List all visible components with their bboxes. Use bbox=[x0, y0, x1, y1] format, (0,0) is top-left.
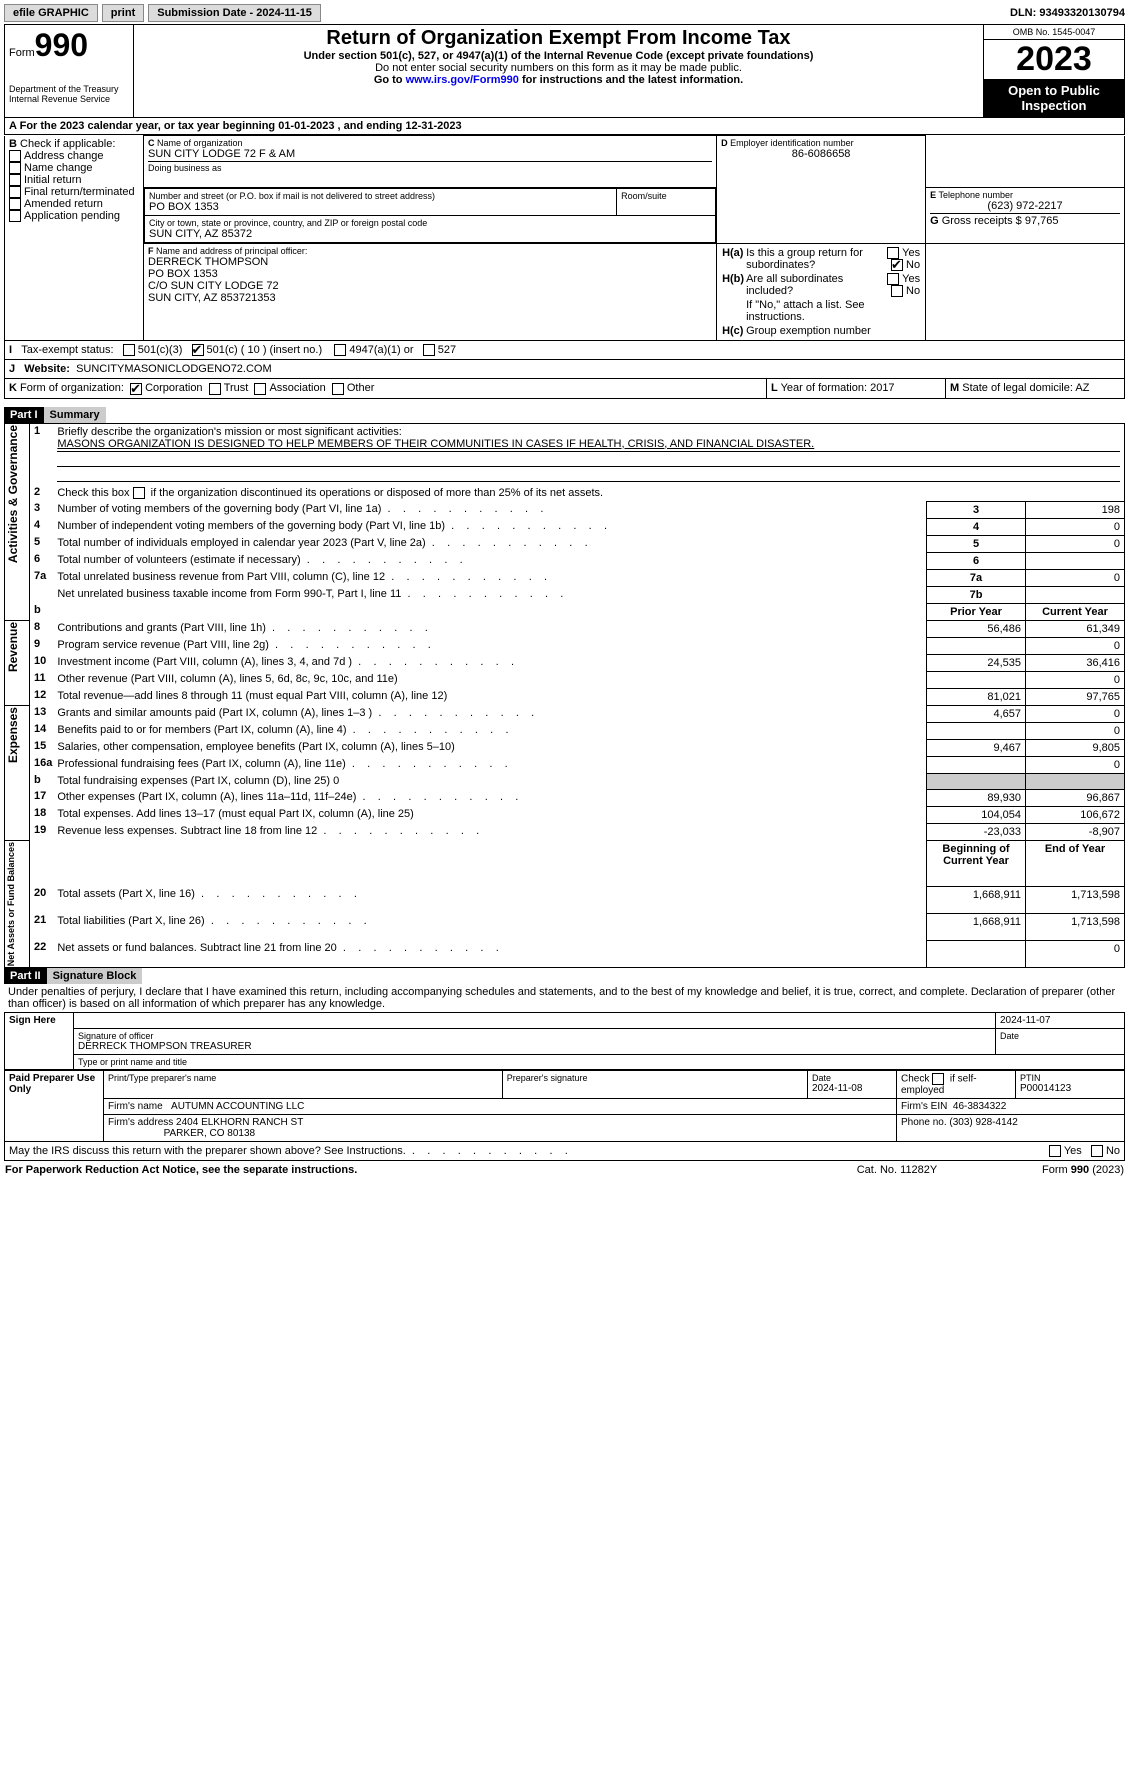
check-label: Check if applicable: bbox=[20, 138, 115, 150]
form-subtitle-2: Do not enter social security numbers on … bbox=[138, 62, 979, 74]
pra-notice: For Paperwork Reduction Act Notice, see … bbox=[4, 1163, 821, 1177]
trust-checkbox[interactable] bbox=[209, 383, 221, 395]
discuss-row: May the IRS discuss this return with the… bbox=[4, 1142, 1125, 1161]
ha-no-checkbox[interactable] bbox=[891, 259, 903, 271]
form-label: Form bbox=[9, 47, 35, 59]
501c-checkbox[interactable] bbox=[192, 344, 204, 356]
line2-checkbox[interactable] bbox=[133, 487, 145, 499]
hb-no-checkbox[interactable] bbox=[891, 285, 903, 297]
gross-receipts: 97,765 bbox=[1025, 215, 1059, 227]
paid-preparer-label: Paid Preparer Use Only bbox=[5, 1070, 104, 1141]
side-expenses: Expenses bbox=[6, 707, 20, 763]
footer: For Paperwork Reduction Act Notice, see … bbox=[4, 1163, 1125, 1177]
val-5: 0 bbox=[1026, 535, 1125, 552]
line-a: A For the 2023 calendar year, or tax yea… bbox=[4, 118, 1125, 135]
open-public: Open to Public Inspection bbox=[984, 79, 1124, 117]
amended-return-checkbox[interactable] bbox=[9, 198, 21, 210]
sign-here-label: Sign Here bbox=[5, 1012, 74, 1069]
firm-name: AUTUMN ACCOUNTING LLC bbox=[171, 1101, 304, 1112]
corp-checkbox[interactable] bbox=[130, 383, 142, 395]
officer-signature: DERRECK THOMPSON TREASURER bbox=[78, 1041, 991, 1052]
website: SUNCITYMASONICLODGENO72.COM bbox=[76, 363, 272, 375]
tax-year: 2023 bbox=[984, 40, 1124, 79]
officer-addr-3: SUN CITY, AZ 853721353 bbox=[148, 292, 712, 304]
form-footer: Form 990 (2023) bbox=[973, 1163, 1125, 1177]
form-title: Return of Organization Exempt From Incom… bbox=[138, 27, 979, 50]
application-pending-checkbox[interactable] bbox=[9, 210, 21, 222]
org-name: SUN CITY LODGE 72 F & AM bbox=[148, 148, 712, 160]
527-checkbox[interactable] bbox=[423, 344, 435, 356]
firm-ein: 46-3834322 bbox=[953, 1101, 1006, 1112]
form-subtitle-1: Under section 501(c), 527, or 4947(a)(1)… bbox=[138, 50, 979, 62]
discuss-no-checkbox[interactable] bbox=[1091, 1145, 1103, 1157]
ein: 86-6086658 bbox=[721, 148, 921, 160]
final-return-checkbox[interactable] bbox=[9, 186, 21, 198]
initial-return-checkbox[interactable] bbox=[9, 174, 21, 186]
year-formation: 2017 bbox=[870, 382, 894, 394]
hb-yes-checkbox[interactable] bbox=[887, 273, 899, 285]
line-j: J Website: SUNCITYMASONICLODGENO72.COM bbox=[4, 360, 1125, 379]
irs-link[interactable]: www.irs.gov/Form990 bbox=[406, 74, 519, 86]
side-governance: Activities & Governance bbox=[6, 425, 20, 563]
dln: DLN: 93493320130794 bbox=[1010, 7, 1125, 19]
val-7a: 0 bbox=[1026, 569, 1125, 586]
other-checkbox[interactable] bbox=[332, 383, 344, 395]
dept-label: Department of the Treasury Internal Reve… bbox=[9, 84, 129, 104]
part2-header: Part IISignature Block bbox=[4, 968, 1125, 984]
mission-text: MASONS ORGANIZATION IS DESIGNED TO HELP … bbox=[57, 438, 814, 450]
perjury-declaration: Under penalties of perjury, I declare th… bbox=[4, 984, 1125, 1012]
form-number: 990 bbox=[35, 27, 88, 63]
street-address: PO BOX 1353 bbox=[149, 201, 612, 213]
part1-table: Activities & Governance 1 Briefly descri… bbox=[4, 423, 1125, 968]
address-change-checkbox[interactable] bbox=[9, 150, 21, 162]
print-button[interactable]: print bbox=[102, 4, 144, 22]
firm-phone: (303) 928-4142 bbox=[949, 1117, 1017, 1128]
side-revenue: Revenue bbox=[6, 622, 20, 672]
line-i: I Tax-exempt status: 501(c)(3) 501(c) ( … bbox=[4, 341, 1125, 360]
cat-no: Cat. No. 11282Y bbox=[821, 1163, 973, 1177]
submission-date: Submission Date - 2024-11-15 bbox=[148, 4, 321, 22]
val-4: 0 bbox=[1026, 518, 1125, 535]
efile-button[interactable]: efile GRAPHIC bbox=[4, 4, 98, 22]
city-address: SUN CITY, AZ 85372 bbox=[149, 228, 711, 240]
state-domicile: AZ bbox=[1075, 382, 1089, 394]
preparer-table: Paid Preparer Use Only Print/Type prepar… bbox=[4, 1070, 1125, 1142]
self-employed-checkbox[interactable] bbox=[932, 1073, 944, 1085]
firm-addr-1: 2404 ELKHORN RANCH ST bbox=[176, 1117, 303, 1128]
firm-addr-2: PARKER, CO 80138 bbox=[164, 1128, 256, 1139]
name-change-checkbox[interactable] bbox=[9, 162, 21, 174]
discuss-yes-checkbox[interactable] bbox=[1049, 1145, 1061, 1157]
4947a1-checkbox[interactable] bbox=[334, 344, 346, 356]
part1-header: Part ISummary bbox=[4, 407, 1125, 423]
ptin: P00014123 bbox=[1020, 1083, 1120, 1094]
omb-number: OMB No. 1545-0047 bbox=[984, 25, 1124, 40]
officer-addr-2: C/O SUN CITY LODGE 72 bbox=[148, 280, 712, 292]
officer-addr-1: PO BOX 1353 bbox=[148, 268, 712, 280]
form-header: Form990 Department of the Treasury Inter… bbox=[4, 24, 1125, 118]
telephone: (623) 972-2217 bbox=[930, 200, 1120, 212]
form-subtitle-3: Go to www.irs.gov/Form990 for instructio… bbox=[138, 74, 979, 86]
val-7b bbox=[1026, 586, 1125, 603]
val-3: 198 bbox=[1026, 501, 1125, 518]
signature-table: Sign Here 2024-11-07 Signature of office… bbox=[4, 1012, 1125, 1070]
assoc-checkbox[interactable] bbox=[254, 383, 266, 395]
val-6 bbox=[1026, 552, 1125, 569]
klm-row: K Form of organization: Corporation Trus… bbox=[4, 379, 1125, 398]
side-netassets: Net Assets or Fund Balances bbox=[6, 842, 16, 966]
501c3-checkbox[interactable] bbox=[123, 344, 135, 356]
topbar: efile GRAPHIC print Submission Date - 20… bbox=[4, 4, 1125, 22]
officer-name: DERRECK THOMPSON bbox=[148, 256, 712, 268]
identity-block: B Check if applicable: Address change Na… bbox=[4, 135, 1125, 341]
